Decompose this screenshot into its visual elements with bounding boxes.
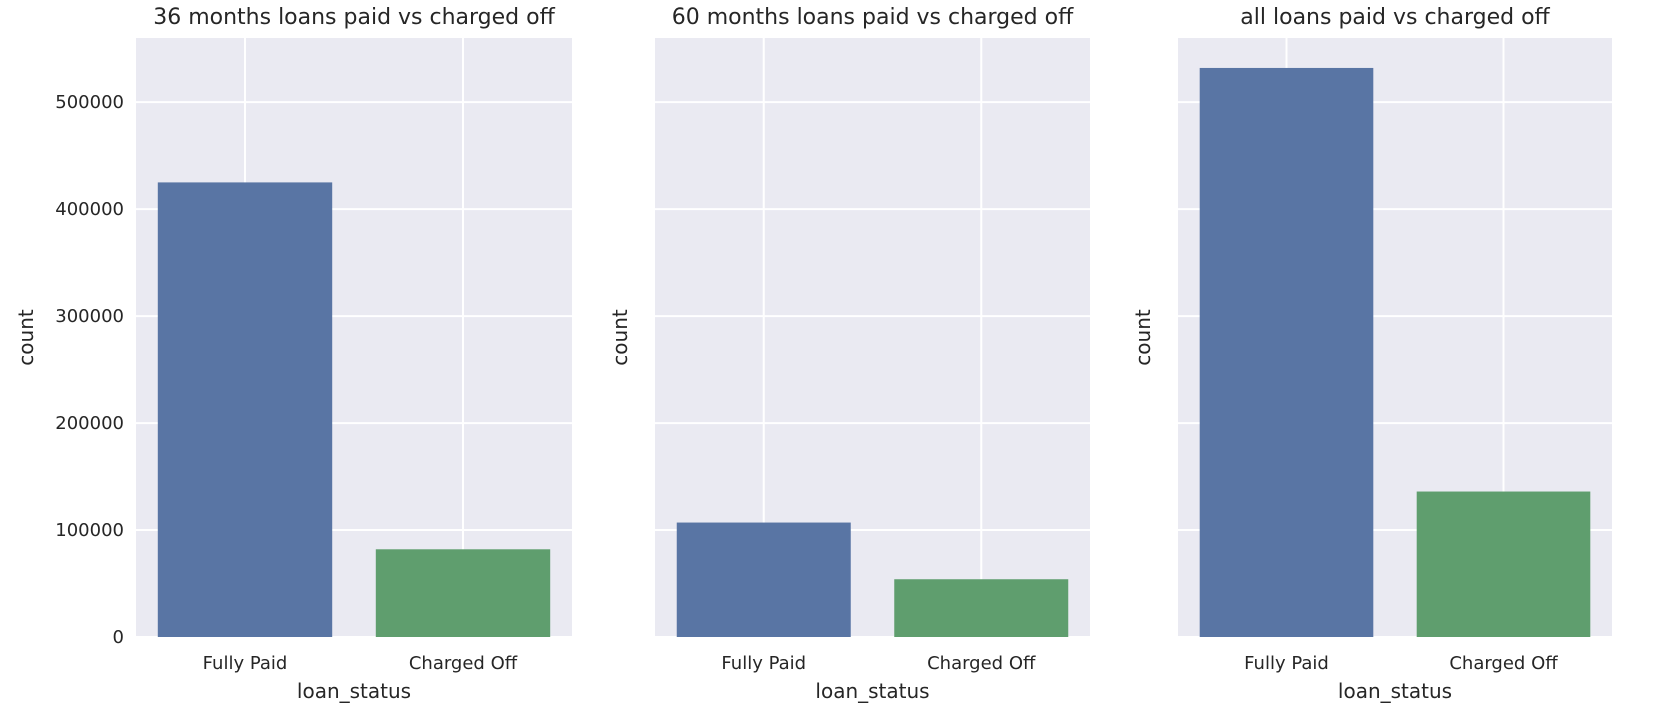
y-tick-label: 0 [113, 627, 124, 648]
chart-title: all loans paid vs charged off [1240, 5, 1550, 30]
subplot-1: Fully Paid Charged Off 0 100000 200000 300000… [14, 5, 572, 703]
bar-charged-off [1416, 491, 1591, 637]
y-axis-label: count [608, 309, 632, 366]
x-axis-label: loan_status [1338, 679, 1452, 703]
y-tick-label: 400000 [55, 199, 124, 220]
subplot-3: Fully Paid Charged Off all loans paid vs c… [1131, 5, 1612, 703]
bar-fully-paid [1199, 67, 1374, 637]
subplot-2: Fully Paid Charged Off 60 months loans pai… [608, 5, 1090, 703]
x-tick-label: Fully Paid [721, 653, 806, 674]
x-axis-label: loan_status [815, 679, 929, 703]
x-tick-label: Charged Off [1449, 653, 1558, 674]
y-tick-label: 500000 [55, 92, 124, 113]
x-tick-label: Fully Paid [203, 653, 288, 674]
chart-title: 36 months loans paid vs charged off [153, 5, 555, 30]
bar-fully-paid [157, 182, 333, 637]
x-tick-label: Charged Off [927, 653, 1036, 674]
x-axis-label: loan_status [297, 679, 411, 703]
y-tick-label: 200000 [55, 413, 124, 434]
bar-charged-off [894, 579, 1069, 637]
bar-fully-paid [676, 522, 851, 637]
bar-charged-off [375, 549, 551, 637]
x-tick-label: Fully Paid [1244, 653, 1329, 674]
y-tick-label: 100000 [55, 520, 124, 541]
y-axis-label: count [14, 309, 38, 366]
y-axis-label: count [1131, 309, 1155, 366]
x-tick-label: Charged Off [409, 653, 518, 674]
chart-title: 60 months loans paid vs charged off [672, 5, 1074, 30]
y-tick-label: 300000 [55, 306, 124, 327]
